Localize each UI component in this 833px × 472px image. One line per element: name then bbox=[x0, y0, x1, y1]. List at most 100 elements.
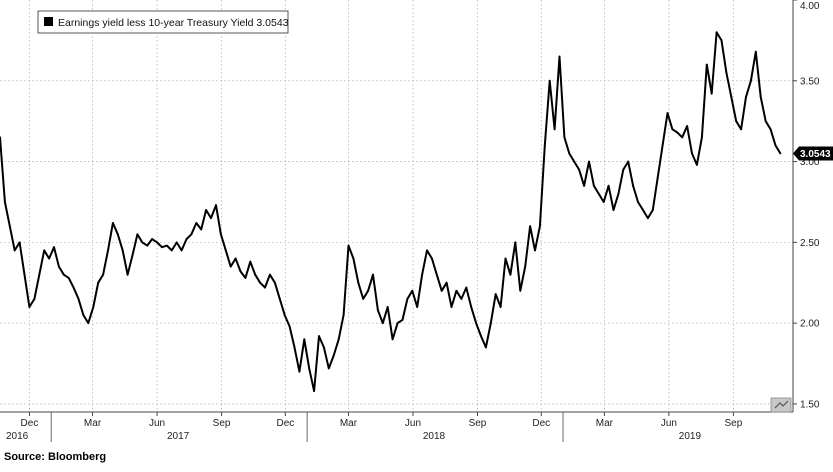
data-point bbox=[681, 136, 684, 139]
data-point bbox=[558, 55, 561, 58]
data-point bbox=[779, 152, 782, 155]
data-point bbox=[13, 249, 16, 252]
x-tick-label: Jun bbox=[405, 418, 421, 429]
data-point bbox=[607, 184, 610, 187]
data-point bbox=[318, 335, 320, 337]
data-point bbox=[53, 246, 55, 249]
data-point bbox=[269, 273, 271, 276]
data-point bbox=[274, 281, 276, 284]
data-point bbox=[426, 249, 428, 252]
data-point bbox=[509, 273, 512, 276]
data-point bbox=[254, 273, 257, 276]
data-point bbox=[244, 277, 247, 279]
data-point bbox=[141, 241, 144, 244]
data-point bbox=[769, 128, 772, 131]
data-point bbox=[499, 306, 502, 308]
data-point bbox=[62, 273, 65, 276]
y-tick-label: 3.50 bbox=[800, 76, 820, 87]
data-point bbox=[421, 273, 423, 276]
data-point bbox=[0, 136, 1, 139]
data-point bbox=[352, 257, 355, 260]
data-point bbox=[92, 306, 95, 308]
x-axis: Dec Mar Jun Sep Dec Mar Jun Sep Dec Mar Jun Sep 2016… bbox=[0, 411, 793, 442]
data-point bbox=[151, 238, 154, 241]
year-label: 2016 bbox=[6, 431, 29, 442]
data-point bbox=[58, 265, 60, 268]
data-point bbox=[593, 184, 595, 187]
x-tick-label: Dec bbox=[21, 418, 39, 429]
data-point bbox=[553, 128, 556, 131]
data-point bbox=[637, 201, 639, 203]
data-point bbox=[701, 136, 703, 139]
export-icon[interactable] bbox=[770, 397, 792, 413]
data-point bbox=[735, 120, 738, 123]
data-point bbox=[156, 241, 159, 244]
data-point bbox=[185, 238, 188, 241]
data-point bbox=[671, 128, 674, 131]
data-point bbox=[8, 225, 11, 228]
data-point bbox=[647, 217, 649, 220]
data-point bbox=[102, 273, 104, 276]
legend-label: Earnings yield less 10-year Treasury Yie… bbox=[58, 17, 289, 29]
data-point bbox=[249, 260, 252, 263]
data-point bbox=[632, 184, 634, 187]
data-point bbox=[327, 367, 330, 370]
y-axis: 1.50 2.00 2.50 3.00 3.50 4.00 bbox=[792, 0, 820, 412]
data-point bbox=[661, 144, 664, 147]
legend-swatch bbox=[44, 17, 53, 26]
data-point bbox=[180, 249, 183, 252]
data-point bbox=[612, 209, 615, 211]
gridlines bbox=[0, 0, 793, 412]
y-tick-label: 4.00 bbox=[800, 1, 820, 12]
data-point bbox=[656, 176, 659, 179]
data-point bbox=[259, 281, 261, 284]
data-point bbox=[548, 79, 551, 82]
data-point bbox=[239, 270, 242, 273]
data-point bbox=[195, 222, 198, 224]
series-group bbox=[0, 31, 782, 392]
y-tick-label: 3.00 bbox=[800, 157, 820, 168]
data-point bbox=[288, 325, 291, 328]
data-point bbox=[82, 314, 85, 316]
data-point bbox=[372, 273, 374, 276]
data-point bbox=[210, 217, 212, 220]
data-point bbox=[485, 346, 487, 349]
data-point bbox=[588, 160, 590, 163]
data-point bbox=[224, 249, 227, 252]
data-point bbox=[234, 257, 237, 260]
data-point bbox=[367, 289, 369, 292]
data-point bbox=[696, 163, 698, 166]
data-point bbox=[543, 144, 546, 147]
data-point bbox=[72, 286, 75, 289]
data-point bbox=[431, 257, 433, 260]
data-point bbox=[602, 201, 605, 203]
data-point bbox=[43, 249, 46, 252]
last-value-marker: 3.0543 bbox=[793, 146, 833, 161]
data-point bbox=[450, 306, 453, 308]
data-point bbox=[563, 136, 566, 139]
data-point bbox=[519, 289, 522, 292]
data-point bbox=[489, 322, 492, 324]
data-point bbox=[200, 228, 203, 231]
data-point bbox=[229, 265, 232, 268]
y-tick-label: 2.00 bbox=[800, 319, 820, 330]
data-point bbox=[494, 293, 497, 295]
x-tick-label: Dec bbox=[276, 418, 294, 429]
data-point bbox=[126, 273, 129, 276]
plot-background bbox=[0, 0, 793, 412]
legend: Earnings yield less 10-year Treasury Yie… bbox=[37, 10, 289, 34]
data-point bbox=[401, 319, 404, 321]
data-point bbox=[705, 63, 708, 66]
data-point bbox=[87, 322, 90, 324]
data-point bbox=[386, 306, 389, 308]
data-point bbox=[190, 233, 193, 236]
x-tick-label: Mar bbox=[596, 418, 614, 429]
data-point bbox=[534, 249, 536, 252]
data-point bbox=[342, 314, 345, 316]
data-point bbox=[205, 209, 208, 211]
data-point bbox=[627, 160, 630, 163]
data-point bbox=[676, 131, 679, 134]
data-point bbox=[308, 367, 311, 370]
data-point bbox=[539, 225, 541, 228]
data-point bbox=[215, 204, 217, 207]
